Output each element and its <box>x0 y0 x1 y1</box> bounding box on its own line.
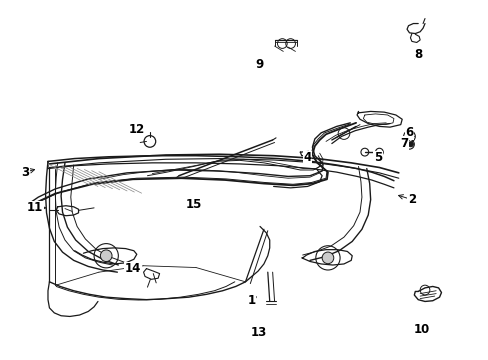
Circle shape <box>407 142 412 147</box>
Text: 1: 1 <box>247 294 255 307</box>
Circle shape <box>100 250 112 262</box>
Circle shape <box>322 252 333 264</box>
Text: 10: 10 <box>413 323 429 336</box>
Text: 15: 15 <box>185 198 202 211</box>
Text: 8: 8 <box>413 48 422 61</box>
Text: 3: 3 <box>21 166 29 179</box>
Text: 14: 14 <box>124 262 141 275</box>
Text: 6: 6 <box>405 126 413 139</box>
Text: 2: 2 <box>407 193 415 206</box>
Text: 12: 12 <box>128 123 144 136</box>
Text: 13: 13 <box>250 327 266 339</box>
Text: 9: 9 <box>254 58 263 72</box>
Text: 5: 5 <box>373 151 381 165</box>
Text: 4: 4 <box>303 151 311 165</box>
Text: 7: 7 <box>400 137 408 150</box>
Text: 11: 11 <box>27 201 43 214</box>
